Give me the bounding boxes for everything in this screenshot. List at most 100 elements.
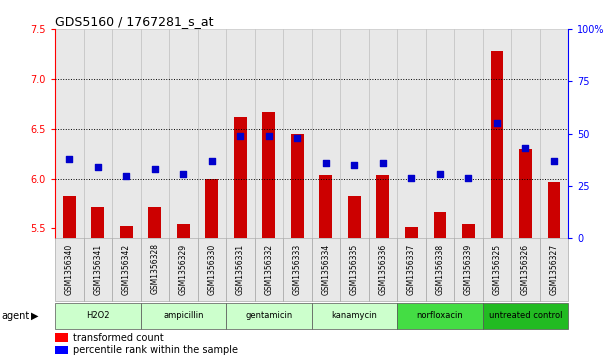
FancyBboxPatch shape (226, 238, 255, 301)
Point (64, 156, 74, 162)
Text: GSM1356328: GSM1356328 (150, 244, 159, 294)
FancyBboxPatch shape (540, 238, 568, 301)
Text: GSM1356336: GSM1356336 (378, 244, 387, 295)
Text: ampicillin: ampicillin (163, 311, 203, 321)
Bar (519, 149, 532, 238)
Bar (120, 227, 133, 238)
Bar (283, 29, 312, 238)
Bar (55, 29, 84, 238)
Text: GSM1356342: GSM1356342 (122, 244, 131, 295)
Bar (320, 175, 332, 238)
Text: GSM1356339: GSM1356339 (464, 244, 473, 295)
Point (492, 121, 502, 126)
FancyBboxPatch shape (141, 238, 169, 301)
Bar (454, 29, 483, 238)
FancyBboxPatch shape (197, 238, 226, 301)
Point (378, 160, 388, 166)
FancyBboxPatch shape (84, 238, 112, 301)
Text: GSM1356331: GSM1356331 (236, 244, 245, 295)
Text: GSM1356341: GSM1356341 (93, 244, 102, 295)
Point (178, 171, 188, 176)
Bar (491, 51, 503, 238)
FancyBboxPatch shape (283, 238, 312, 301)
Text: percentile rank within the sample: percentile rank within the sample (73, 345, 238, 355)
Text: transformed count: transformed count (73, 333, 164, 343)
Point (521, 146, 530, 151)
FancyBboxPatch shape (141, 303, 226, 329)
FancyBboxPatch shape (112, 238, 141, 301)
Text: norfloxacin: norfloxacin (417, 311, 463, 321)
FancyBboxPatch shape (454, 238, 483, 301)
Text: H2O2: H2O2 (86, 311, 109, 321)
Bar (63, 196, 76, 238)
FancyBboxPatch shape (226, 303, 312, 329)
FancyBboxPatch shape (312, 238, 340, 301)
FancyBboxPatch shape (397, 303, 483, 329)
Text: GSM1356338: GSM1356338 (436, 244, 444, 295)
FancyBboxPatch shape (169, 238, 197, 301)
Text: agent: agent (2, 311, 30, 321)
Bar (483, 29, 511, 238)
Bar (434, 212, 446, 238)
Text: untreated control: untreated control (489, 311, 562, 321)
FancyBboxPatch shape (312, 303, 397, 329)
Text: GSM1356340: GSM1356340 (65, 244, 74, 295)
FancyBboxPatch shape (55, 303, 141, 329)
Bar (547, 182, 560, 238)
Point (321, 160, 331, 166)
Bar (262, 112, 275, 238)
Bar (177, 224, 189, 238)
Text: GSM1356337: GSM1356337 (407, 244, 416, 295)
Point (264, 133, 274, 139)
Bar (255, 29, 283, 238)
Bar (340, 29, 368, 238)
FancyBboxPatch shape (426, 238, 454, 301)
Point (235, 133, 245, 139)
Bar (55, 333, 68, 342)
Point (122, 173, 131, 179)
Bar (291, 134, 304, 238)
Bar (205, 179, 218, 238)
Bar (426, 29, 454, 238)
Bar (348, 196, 360, 238)
FancyBboxPatch shape (368, 238, 397, 301)
Bar (397, 29, 426, 238)
FancyBboxPatch shape (340, 238, 368, 301)
Text: GSM1356327: GSM1356327 (549, 244, 558, 295)
Bar (376, 175, 389, 238)
Point (207, 158, 217, 164)
Bar (540, 29, 568, 238)
Point (464, 175, 474, 181)
Text: GDS5160 / 1767281_s_at: GDS5160 / 1767281_s_at (55, 15, 213, 28)
Bar (368, 29, 397, 238)
Text: GSM1356333: GSM1356333 (293, 244, 302, 295)
Point (435, 171, 445, 176)
FancyBboxPatch shape (511, 238, 540, 301)
Text: GSM1356325: GSM1356325 (492, 244, 502, 295)
Bar (197, 29, 226, 238)
Text: GSM1356335: GSM1356335 (350, 244, 359, 295)
Bar (462, 224, 475, 238)
Point (349, 162, 359, 168)
FancyBboxPatch shape (483, 238, 511, 301)
Bar (169, 29, 197, 238)
FancyBboxPatch shape (255, 238, 283, 301)
Text: GSM1356329: GSM1356329 (179, 244, 188, 295)
FancyBboxPatch shape (397, 238, 426, 301)
Point (406, 175, 416, 181)
Bar (226, 29, 255, 238)
Bar (405, 228, 418, 238)
Bar (84, 29, 112, 238)
Text: kanamycin: kanamycin (331, 311, 378, 321)
Point (293, 135, 302, 141)
Point (93, 164, 103, 170)
FancyBboxPatch shape (55, 238, 84, 301)
Point (150, 167, 159, 172)
Bar (148, 207, 161, 238)
Text: GSM1356334: GSM1356334 (321, 244, 331, 295)
Bar (312, 29, 340, 238)
Bar (112, 29, 141, 238)
Text: ▶: ▶ (31, 311, 38, 321)
Text: GSM1356330: GSM1356330 (207, 244, 216, 295)
Text: gentamicin: gentamicin (245, 311, 293, 321)
